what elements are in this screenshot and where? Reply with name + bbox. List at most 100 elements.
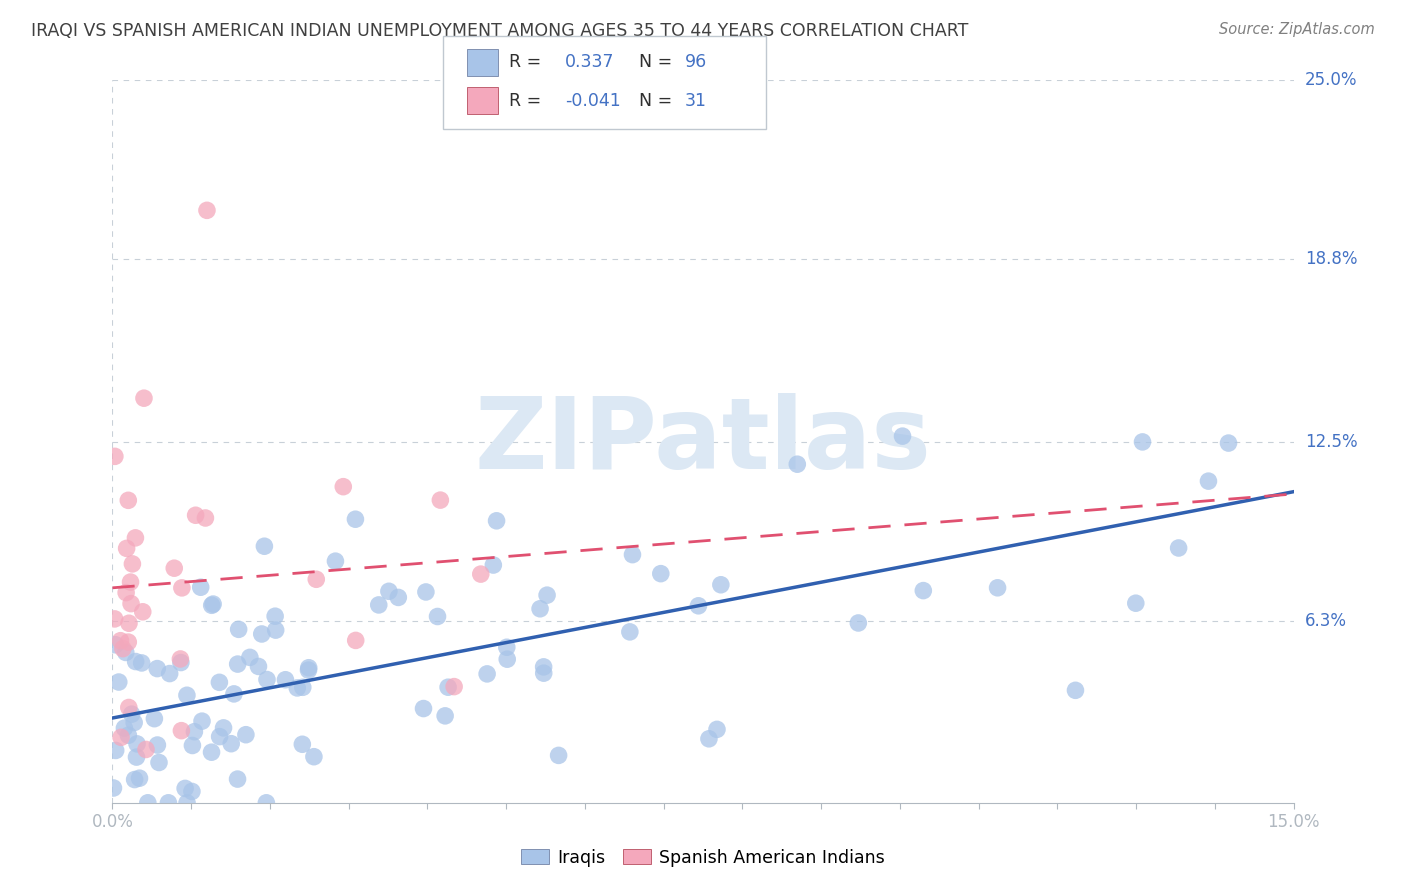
Point <box>112 721 135 735</box>
Point <box>212 721 235 735</box>
Point <box>143 712 166 726</box>
Point <box>344 512 367 526</box>
Point <box>128 771 150 785</box>
Point <box>235 728 257 742</box>
Point <box>107 675 129 690</box>
Point <box>367 598 389 612</box>
Point <box>104 450 127 464</box>
Point <box>426 609 449 624</box>
Point <box>1125 596 1147 610</box>
Text: ZIPatlas: ZIPatlas <box>475 393 931 490</box>
Point <box>219 737 242 751</box>
Point <box>264 609 287 624</box>
Point <box>104 612 127 626</box>
Point <box>987 581 1010 595</box>
Text: R =: R = <box>509 54 547 71</box>
Point <box>1064 683 1087 698</box>
Point <box>688 599 710 613</box>
Point <box>533 666 555 681</box>
Point <box>344 633 367 648</box>
Point <box>195 203 218 218</box>
Point <box>200 745 222 759</box>
Point <box>115 541 138 556</box>
Point <box>495 640 517 655</box>
Point <box>117 493 139 508</box>
Point <box>619 624 641 639</box>
Point <box>148 756 170 770</box>
Point <box>485 514 508 528</box>
Point <box>136 796 159 810</box>
Point <box>1167 541 1189 555</box>
Point <box>547 748 569 763</box>
Point <box>226 657 249 671</box>
Text: R =: R = <box>509 92 547 110</box>
Point <box>912 583 935 598</box>
Point <box>415 585 437 599</box>
Point <box>131 656 153 670</box>
Text: 25.0%: 25.0% <box>1305 71 1357 89</box>
Point <box>285 681 308 695</box>
Point <box>412 701 434 715</box>
Point <box>470 567 492 582</box>
Point <box>103 780 125 795</box>
Point <box>117 635 139 649</box>
Point <box>536 588 558 602</box>
Point <box>110 633 132 648</box>
Point <box>132 605 155 619</box>
Point <box>475 666 498 681</box>
Point <box>132 391 155 405</box>
Point <box>254 796 277 810</box>
Point <box>104 638 127 652</box>
Point <box>181 739 204 753</box>
Point <box>228 623 250 637</box>
Point <box>170 581 193 595</box>
Point <box>247 659 270 673</box>
Point <box>124 531 146 545</box>
Point <box>1132 434 1154 449</box>
Text: N =: N = <box>628 54 678 71</box>
Point <box>302 749 325 764</box>
Text: N =: N = <box>628 92 678 110</box>
Point <box>184 508 207 523</box>
Point <box>482 558 505 572</box>
Point <box>183 724 205 739</box>
Point <box>697 731 720 746</box>
Point <box>135 742 157 756</box>
Point <box>378 584 401 599</box>
Point <box>533 660 555 674</box>
Point <box>274 673 297 687</box>
Point <box>1198 474 1220 488</box>
Point <box>437 680 460 694</box>
Point <box>146 662 169 676</box>
Point <box>111 641 134 656</box>
Point <box>434 709 457 723</box>
Point <box>118 616 141 631</box>
Text: 6.3%: 6.3% <box>1305 612 1347 630</box>
Text: 0.337: 0.337 <box>565 54 614 71</box>
Point <box>786 457 808 471</box>
Point <box>176 688 198 702</box>
Point <box>174 781 197 796</box>
Point <box>226 772 249 786</box>
Point <box>891 429 914 443</box>
Point <box>325 554 347 568</box>
Text: 96: 96 <box>685 54 707 71</box>
Point <box>208 675 231 690</box>
Text: 31: 31 <box>685 92 707 110</box>
Point <box>305 572 328 586</box>
Point <box>529 601 551 615</box>
Point <box>121 557 143 571</box>
Point <box>222 687 245 701</box>
Point <box>201 599 224 613</box>
Point <box>117 728 139 742</box>
Point <box>650 566 672 581</box>
Point <box>202 597 225 611</box>
Point <box>291 680 314 694</box>
Legend: Iraqis, Spanish American Indians: Iraqis, Spanish American Indians <box>515 842 891 873</box>
Point <box>124 655 146 669</box>
Point <box>163 561 186 575</box>
Point <box>496 652 519 666</box>
Point <box>239 650 262 665</box>
Point <box>176 796 198 810</box>
Point <box>846 615 869 630</box>
